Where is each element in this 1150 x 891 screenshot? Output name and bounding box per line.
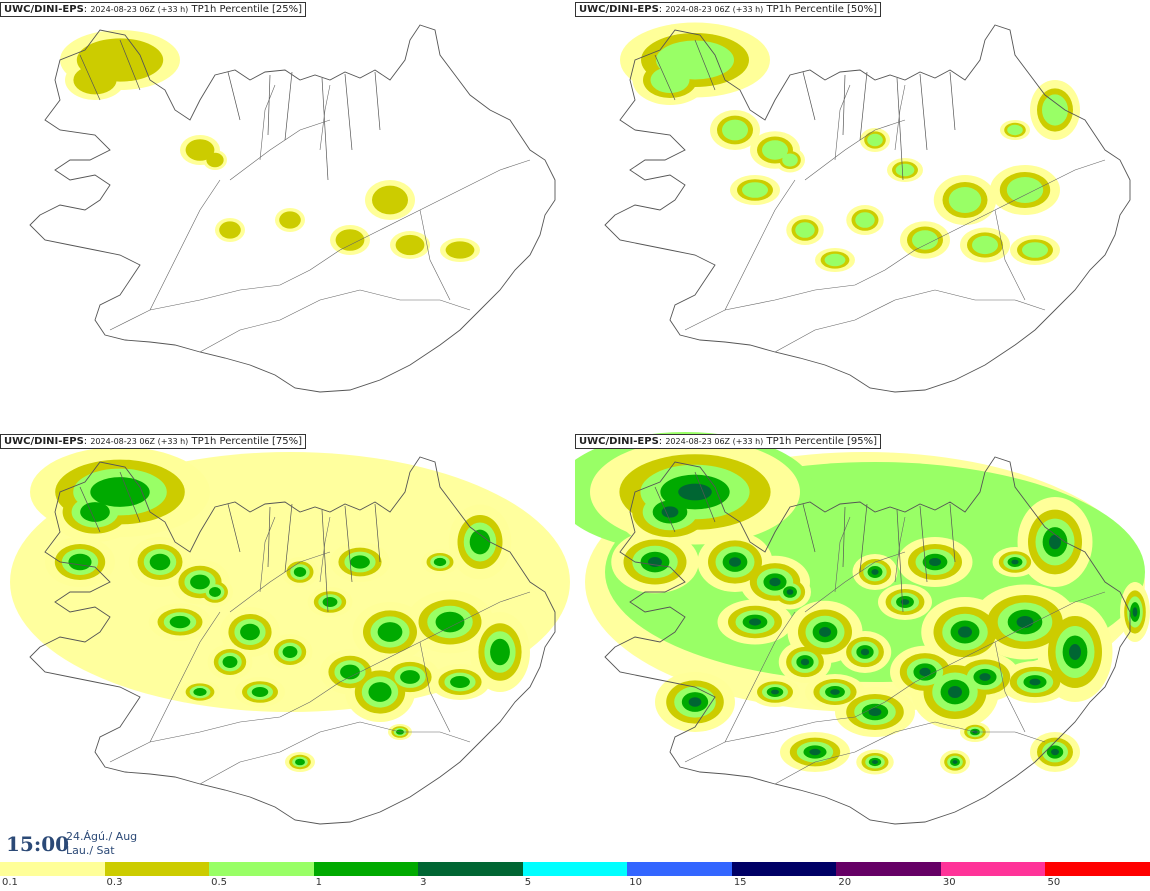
legend-tick-label: 0.3 (106, 877, 123, 888)
coastline (604, 456, 1131, 825)
legend-tick-label: 15 (733, 877, 747, 888)
legend-color-bar (0, 862, 1150, 876)
legend-tick-label: 5 (524, 877, 532, 888)
legend-swatch (627, 862, 732, 876)
legend-tick-label: 3 (420, 877, 427, 888)
legend-swatch (313, 862, 419, 876)
precip-field (620, 22, 1080, 272)
map-panel-4: UWC/DINI-EPS: 2024-08-23 06Z (+33 h) TP1… (575, 432, 1150, 864)
precip-field (10, 447, 570, 772)
precip-field (575, 432, 1150, 775)
model-name: UWC/DINI-EPS (4, 436, 84, 447)
legend-swatch (418, 862, 523, 876)
precip-legend: 0.1 0.3 0.5 1 3 5 10 15 20 30 50 (0, 862, 1150, 891)
legend-swatch (940, 862, 1046, 876)
valid-time-date: 24.Ágú./ Aug Lau./ Sat (66, 830, 137, 858)
model-name: UWC/DINI-EPS (579, 436, 659, 447)
precip-map-2 (604, 22, 1131, 393)
legend-swatch (522, 862, 628, 876)
legend-swatch (209, 862, 314, 876)
panel-title: UWC/DINI-EPS: 2024-08-23 06Z (+33 h) TP1… (575, 2, 882, 17)
run-info: 2024-08-23 06Z (+33 h) (90, 437, 189, 446)
road-network (79, 39, 531, 353)
legend-swatch (836, 862, 941, 876)
product-name: TP1h Percentile [50%] (766, 4, 878, 15)
legend-tick-label: 20 (838, 877, 852, 888)
precip-map-1 (29, 24, 556, 393)
model-name: UWC/DINI-EPS (4, 4, 84, 15)
coastline (604, 24, 1131, 393)
product-name: TP1h Percentile [75%] (191, 436, 303, 447)
valid-date-line2: Lau./ Sat (66, 844, 115, 857)
run-info: 2024-08-23 06Z (+33 h) (665, 437, 764, 446)
road-network (654, 471, 1106, 785)
product-name: TP1h Percentile [95%] (766, 436, 878, 447)
panel-title: UWC/DINI-EPS: 2024-08-23 06Z (+33 h) TP1… (0, 2, 307, 17)
run-info: 2024-08-23 06Z (+33 h) (665, 5, 764, 14)
map-panel-3: UWC/DINI-EPS: 2024-08-23 06Z (+33 h) TP1… (0, 432, 575, 864)
map-panel-1: UWC/DINI-EPS: 2024-08-23 06Z (+33 h) TP1… (0, 0, 575, 432)
legend-swatch (104, 862, 210, 876)
valid-time-clock: 15:00 (6, 832, 70, 856)
panel-title: UWC/DINI-EPS: 2024-08-23 06Z (+33 h) TP1… (0, 434, 307, 449)
coastline (29, 24, 556, 393)
valid-time-box: 15:00 24.Ágú./ Aug Lau./ Sat (0, 822, 140, 862)
legend-swatch (731, 862, 837, 876)
legend-tick-label: 30 (942, 877, 956, 888)
road-network (654, 39, 1106, 353)
legend-tick-label: 0.5 (211, 877, 227, 888)
legend-swatch (0, 862, 105, 876)
legend-tick-label: 1 (315, 877, 322, 888)
product-name: TP1h Percentile [25%] (191, 4, 303, 15)
run-info: 2024-08-23 06Z (+33 h) (90, 5, 189, 14)
coastline (29, 456, 556, 825)
precip-field (60, 30, 480, 262)
valid-date-line1: 24.Ágú./ Aug (66, 830, 138, 843)
panel-title: UWC/DINI-EPS: 2024-08-23 06Z (+33 h) TP1… (575, 434, 882, 449)
legend-tick-label: 10 (629, 877, 642, 888)
road-network (79, 471, 531, 785)
legend-swatch (1045, 862, 1150, 876)
precip-map-4 (575, 432, 1150, 825)
legend-tick-label: 50 (1047, 877, 1061, 888)
model-name: UWC/DINI-EPS (579, 4, 659, 15)
precip-map-3 (10, 447, 570, 825)
map-panel-2: UWC/DINI-EPS: 2024-08-23 06Z (+33 h) TP1… (575, 0, 1150, 432)
legend-tick-label: 0.1 (2, 877, 18, 888)
